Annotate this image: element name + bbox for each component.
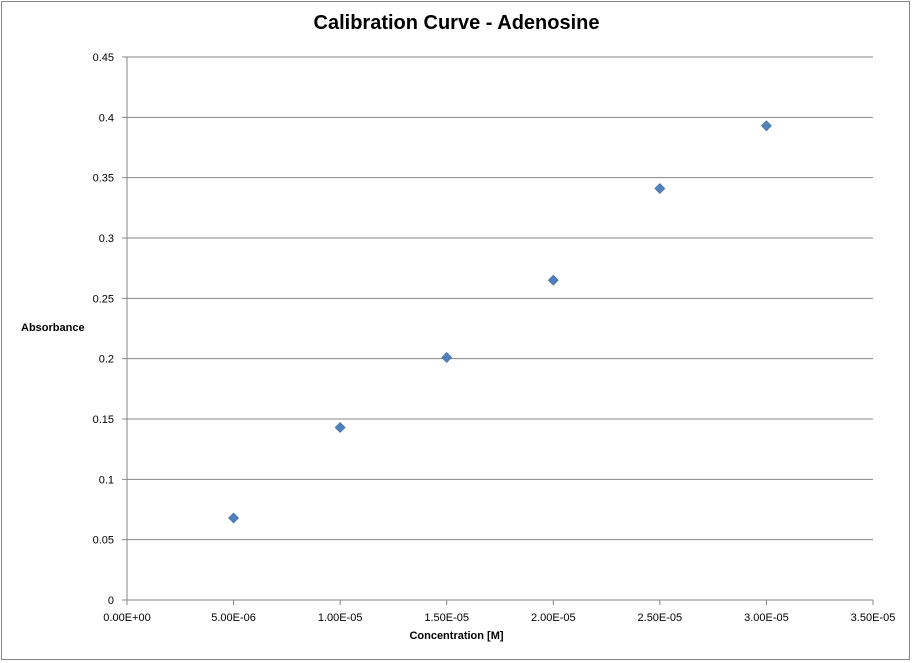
- data-point: [761, 120, 772, 132]
- x-tick-label: 2.00E-05: [531, 612, 576, 624]
- x-tick-label: 0.00E+00: [103, 612, 150, 624]
- data-point: [228, 512, 239, 524]
- y-tick-label: 0.35: [93, 173, 114, 185]
- x-tick-label: 2.50E-05: [638, 612, 683, 624]
- y-tick-label: 0.2: [99, 354, 114, 366]
- chart-title: Calibration Curve - Adenosine: [313, 12, 600, 34]
- y-tick-label: 0: [108, 595, 114, 607]
- y-axis-label: Absorbance: [21, 322, 85, 334]
- x-tick-label: 3.00E-05: [744, 612, 789, 624]
- y-tick-label: 0.3: [99, 233, 114, 245]
- x-tick-label: 5.00E-06: [211, 612, 256, 624]
- data-point: [654, 183, 666, 194]
- data-point: [547, 274, 559, 286]
- data-point: [441, 352, 453, 363]
- x-tick-label: 3.50E-05: [851, 612, 896, 624]
- y-tick-label: 0.25: [93, 293, 114, 305]
- y-tick-label: 0.4: [99, 112, 114, 124]
- data-point: [334, 422, 346, 433]
- x-axis-label: Concentration [M]: [409, 630, 504, 642]
- x-tick-label: 1.50E-05: [424, 612, 469, 624]
- y-tick-label: 0.45: [93, 52, 114, 64]
- y-tick-label: 0.15: [93, 414, 114, 426]
- x-tick-label: 1.00E-05: [318, 612, 363, 624]
- y-tick-label: 0.1: [99, 474, 114, 486]
- y-tick-label: 0.05: [93, 535, 114, 547]
